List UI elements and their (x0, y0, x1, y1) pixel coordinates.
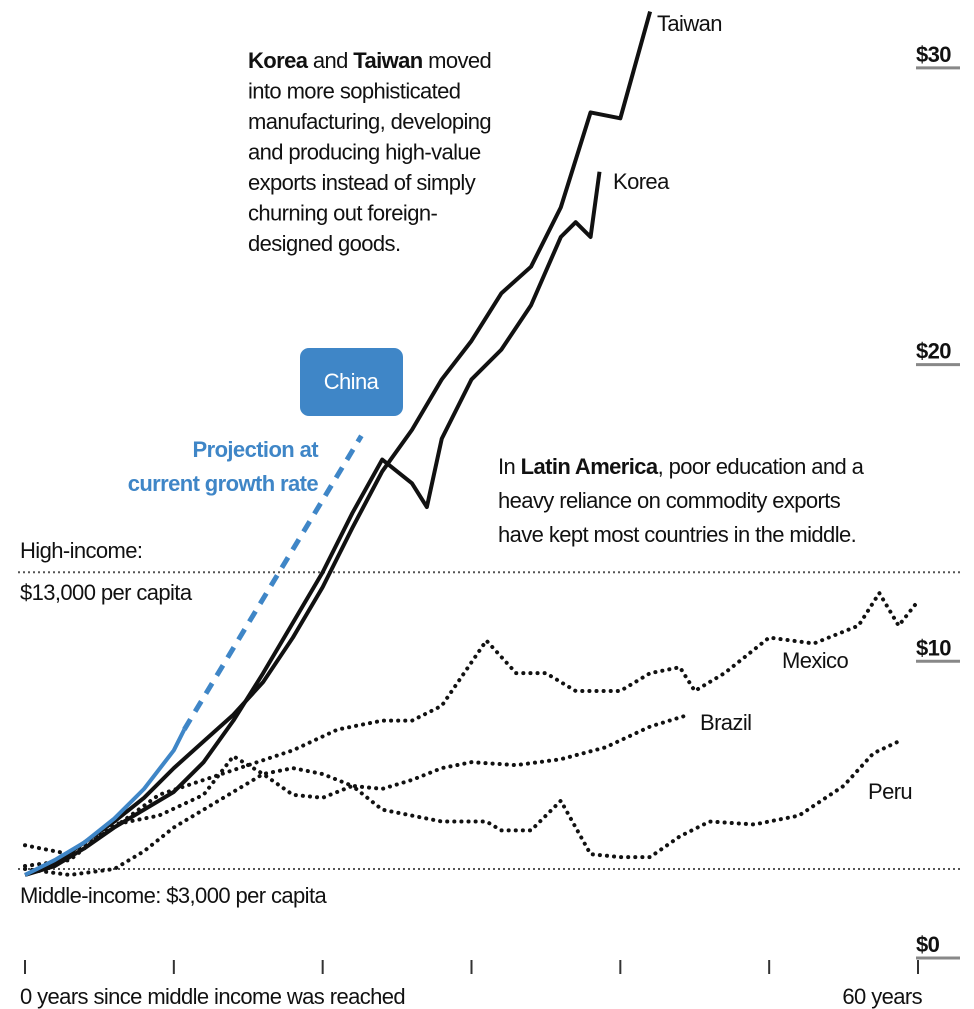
projection-label: Projection at (193, 437, 320, 462)
series-line (24, 10, 653, 877)
annotation-text: into more sophisticated (248, 78, 460, 103)
y-tick-label: $20 (916, 339, 951, 364)
annotation-line: Korea and Taiwan moved (248, 48, 491, 73)
annotation-text: and (307, 48, 353, 73)
y-tick-label: $10 (916, 635, 951, 660)
x-tick-label: 60 years (842, 984, 922, 1009)
annotation-text: In (498, 454, 521, 479)
annotation-text: moved (423, 48, 492, 73)
series-line (182, 434, 364, 731)
annotation-line: designed goods. (248, 231, 400, 256)
annotation-text: manufacturing, developing (248, 109, 491, 134)
annotation-text: , poor education and a (658, 454, 865, 479)
annotation-text: Korea (248, 48, 309, 73)
annotation-text: and producing high-value (248, 139, 481, 164)
annotation-text: Taiwan (353, 48, 423, 73)
annotation-line: churning out foreign- (248, 200, 437, 225)
annotation-text: have kept most countries in the middle. (498, 522, 856, 547)
annotation-text: designed goods. (248, 231, 400, 256)
y-tick-label: $30 (916, 42, 951, 67)
annotation-text: Latin America (521, 454, 659, 479)
series-label: Brazil (700, 710, 751, 735)
annotation-line: into more sophisticated (248, 78, 460, 103)
annotation-text: churning out foreign- (248, 200, 437, 225)
annotation-text: heavy reliance on commodity exports (498, 488, 841, 513)
annotation-line: and producing high-value (248, 139, 481, 164)
x-tick-label: 0 years since middle income was reached (20, 984, 405, 1009)
annotation-line: heavy reliance on commodity exports (498, 488, 841, 513)
series-label: Taiwan (657, 11, 722, 36)
annotation-line: In Latin America, poor education and a (498, 454, 865, 479)
series-line (23, 739, 901, 869)
series-line (23, 591, 918, 857)
annotation-line: manufacturing, developing (248, 109, 491, 134)
annotation-text: exports instead of simply (248, 170, 476, 195)
projection-label: current growth rate (128, 471, 319, 496)
reference-label: Middle-income: $3,000 per capita (20, 883, 327, 908)
china-label: China (324, 369, 380, 394)
series-label: Korea (613, 169, 670, 194)
series-line (24, 171, 602, 877)
annotation-line: have kept most countries in the middle. (498, 522, 856, 547)
series-label: Peru (868, 779, 912, 804)
annotation-line: exports instead of simply (248, 170, 476, 195)
y-tick-label: $0 (916, 932, 940, 957)
series-line (24, 728, 187, 877)
reference-label: High-income: (20, 538, 142, 563)
reference-label: $13,000 per capita (20, 580, 193, 605)
china-box (300, 348, 403, 416)
series-label: Mexico (782, 648, 848, 673)
